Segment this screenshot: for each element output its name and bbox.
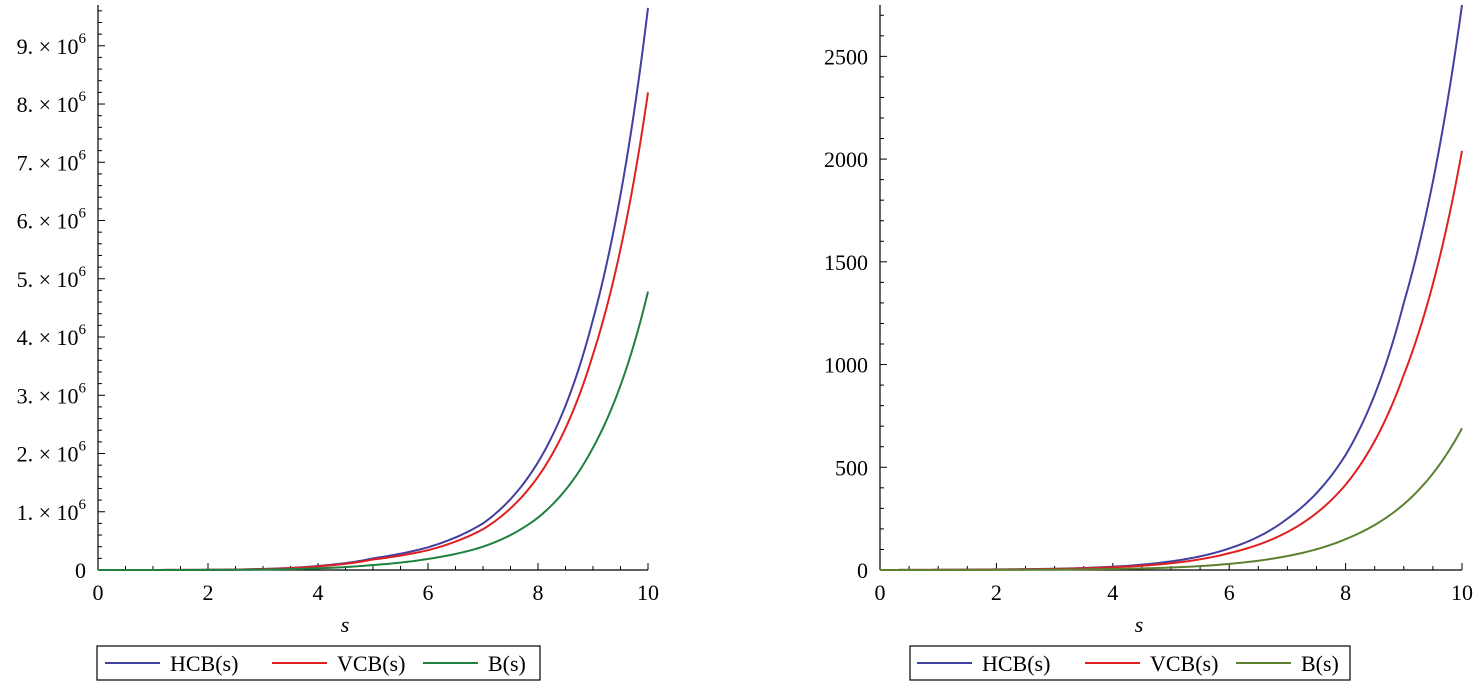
x-axis-title: s	[341, 612, 350, 637]
series-line-hcbs	[879, 4, 1463, 571]
series-line-hcbs	[98, 7, 649, 571]
series-line-bs	[880, 427, 1463, 571]
legend-label: VCB(s)	[1150, 651, 1218, 676]
x-axis-title: s	[1135, 612, 1144, 637]
x-tick-label: 4	[313, 580, 324, 605]
left-chart: 0 2 4 6 8 10 0 1. × 106 2. × 106 3. × 106 4. × 106…	[17, 5, 659, 681]
x-tick-label: 6	[423, 580, 434, 605]
y-tick-label: 3. × 106	[17, 380, 87, 408]
y-tick-label: 5. × 106	[17, 264, 87, 292]
y-tick-label: 1500	[824, 250, 868, 275]
x-tick-label: 0	[875, 580, 886, 605]
y-tick-label: 2500	[824, 44, 868, 69]
series-line-vcbs	[98, 92, 649, 571]
y-tick-label: 1. × 106	[17, 497, 87, 525]
legend-label: B(s)	[488, 651, 526, 676]
y-tick-label: 6. × 106	[17, 206, 87, 234]
y-tick-label: 4. × 106	[17, 322, 87, 350]
y-tick-label: 0	[857, 558, 868, 583]
right-chart: 0 2 4 6 8 10 0 500 1000 1500 2000 2500 s HCB(s) VCB(s)…	[824, 4, 1473, 681]
x-tick-label: 2	[991, 580, 1002, 605]
legend-label: HCB(s)	[170, 651, 238, 676]
legend-label: HCB(s)	[982, 651, 1050, 676]
y-tick-label: 1000	[824, 353, 868, 378]
series-line-vcbs	[879, 150, 1463, 571]
x-tick-label: 4	[1107, 580, 1118, 605]
x-tick-label: 0	[93, 580, 104, 605]
y-tick-label: 0	[75, 558, 86, 583]
x-tick-label: 10	[1451, 580, 1473, 605]
x-tick-label: 8	[1340, 580, 1351, 605]
series-line-bs	[98, 291, 649, 571]
legend-label: VCB(s)	[337, 651, 405, 676]
y-tick-label: 500	[835, 455, 868, 480]
y-tick-label: 7. × 106	[17, 147, 87, 175]
y-tick-label: 2. × 106	[17, 439, 87, 467]
y-tick-label: 8. × 106	[17, 89, 87, 117]
y-tick-label: 9. × 106	[17, 31, 87, 59]
y-tick-label: 2000	[824, 147, 868, 172]
x-tick-label: 8	[533, 580, 544, 605]
x-tick-label: 10	[637, 580, 659, 605]
x-tick-label: 6	[1224, 580, 1235, 605]
x-tick-label: 2	[203, 580, 214, 605]
legend-label: B(s)	[1301, 651, 1339, 676]
